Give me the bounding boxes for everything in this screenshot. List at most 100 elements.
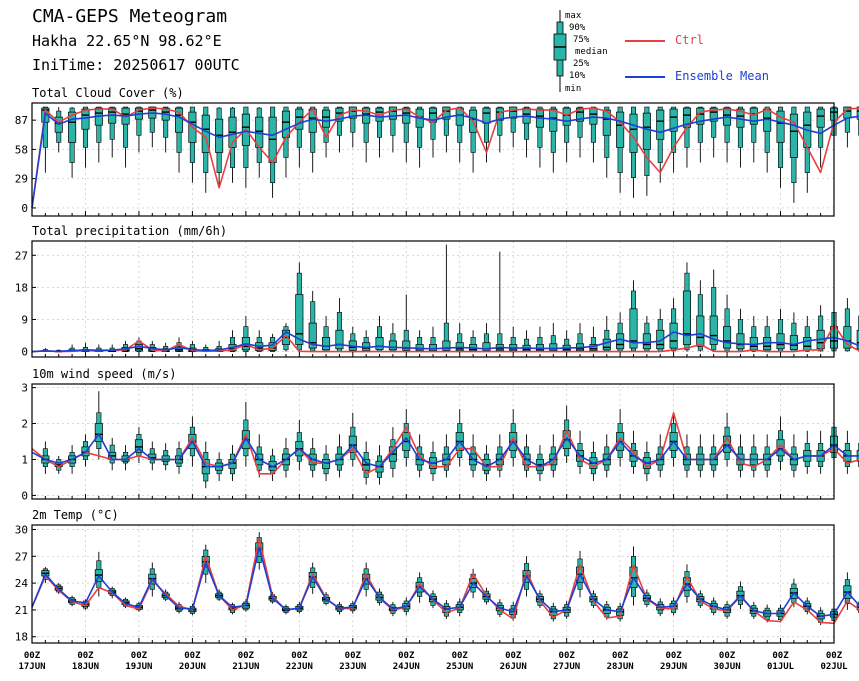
x-tick-label-time: 00Z (559, 651, 576, 661)
y-tick-label: 27 (15, 249, 28, 262)
box-p10-p90 (711, 106, 717, 138)
box-p10-p90 (590, 106, 596, 143)
legend: max 90% 75% median 25% 10% min Ctrl Ense… (545, 8, 845, 94)
box-iqr (642, 112, 651, 150)
box-iqr (669, 108, 678, 132)
box-iqr (68, 111, 77, 143)
x-tick-label-date: 19JUN (125, 662, 152, 672)
legend-median-label: median (575, 47, 608, 57)
x-tick-label-time: 00Z (77, 651, 94, 661)
x-tick-label-time: 00Z (772, 651, 789, 661)
init-time-label: IniTime: 20250617 00UTC (32, 56, 240, 74)
box-iqr (402, 340, 411, 351)
x-tick-label-date: 29JUN (660, 662, 687, 672)
x-tick-label-time: 00Z (505, 651, 522, 661)
panel-title: Total Cloud Cover (%) (32, 86, 184, 100)
y-tick-label: 18 (15, 631, 28, 644)
box-iqr (428, 344, 438, 351)
box-p10-p90 (123, 106, 129, 148)
y-tick-label: 1 (21, 453, 28, 466)
box-p10-p90 (430, 106, 436, 140)
panel-title: Total precipitation (mm/6h) (32, 224, 227, 238)
box-iqr (803, 337, 812, 351)
box-iqr (268, 342, 277, 351)
box-iqr (776, 439, 785, 457)
box-iqr (94, 423, 103, 442)
legend-ctrl-line (625, 40, 665, 42)
box-iqr (388, 340, 397, 351)
box-iqr (308, 322, 317, 349)
y-tick-label: 2 (21, 418, 28, 431)
box-iqr (348, 106, 357, 119)
legend-p10-label: 10% (569, 71, 586, 81)
x-tick-label-date: 30JUN (714, 662, 741, 672)
legend-p25-label: 25% (573, 59, 590, 69)
y-tick-label: 21 (15, 604, 28, 617)
legend-min-label: min (565, 84, 582, 94)
y-tick-label: 87 (15, 114, 28, 127)
y-tick-label: 9 (21, 314, 28, 327)
x-tick-label-date: 01JUL (767, 662, 795, 672)
y-tick-label: 30 (15, 523, 28, 536)
legend-boxplot-icon (553, 10, 567, 92)
ensemble-mean-line (31, 112, 859, 209)
box-iqr (322, 459, 331, 469)
box-iqr (856, 106, 859, 120)
box-iqr (602, 109, 611, 136)
x-tick-label-time: 00Z (24, 651, 41, 661)
box-iqr (562, 107, 571, 126)
legend-p90-label: 90% (569, 23, 586, 33)
box-iqr (322, 109, 331, 128)
x-tick-label-time: 00Z (826, 651, 843, 661)
box-iqr (629, 308, 638, 349)
box-p10-p90 (363, 106, 369, 143)
box-p10-p90 (136, 106, 142, 136)
x-tick-label-date: 22JUN (286, 662, 313, 672)
y-tick-label: 3 (21, 382, 28, 395)
box-p10-p90 (483, 106, 489, 143)
x-tick-label-time: 00Z (184, 651, 201, 661)
box-iqr (682, 290, 691, 345)
box-iqr (335, 329, 344, 350)
ensemble-mean-line (31, 433, 859, 468)
y-tick-label: 0 (21, 346, 28, 359)
y-tick-label: 24 (15, 577, 29, 590)
box-iqr (642, 333, 651, 350)
box-iqr (348, 435, 357, 453)
box-iqr (696, 315, 705, 347)
x-tick-label-date: 20JUN (179, 662, 206, 672)
legend-max-label: max (565, 11, 582, 21)
legend-p75-label: 75% (573, 35, 590, 45)
y-tick-label: 29 (15, 173, 28, 186)
box-p10-p90 (403, 106, 409, 143)
x-tick-label-time: 00Z (665, 651, 682, 661)
box-iqr (723, 326, 732, 349)
box-iqr (482, 107, 491, 124)
box-iqr (134, 439, 143, 453)
box-iqr (669, 322, 678, 349)
box-iqr (589, 107, 598, 125)
box-iqr (134, 344, 143, 352)
x-tick-label-date: 25JUN (446, 662, 473, 672)
x-tick-label-date: 28JUN (607, 662, 634, 672)
y-tick-label: 58 (15, 143, 28, 156)
legend-mean-label: Ensemble Mean (675, 69, 769, 83)
chart-title: CMA-GEPS Meteogram (32, 6, 228, 27)
box-iqr (549, 343, 558, 351)
box-p10-p90 (751, 106, 757, 143)
y-tick-label: 27 (15, 550, 28, 563)
box-iqr (789, 335, 798, 350)
x-tick-label-time: 00Z (452, 651, 469, 661)
x-tick-label-date: 23JUN (339, 662, 366, 672)
box-iqr (749, 107, 758, 125)
legend-mean-line (625, 76, 665, 78)
y-tick-label: 0 (21, 202, 28, 215)
box-p10-p90 (377, 106, 383, 138)
x-tick-label-date: 27JUN (553, 662, 580, 672)
box-iqr (816, 108, 825, 128)
box-iqr (616, 333, 625, 350)
x-tick-label-time: 00Z (291, 651, 308, 661)
x-tick-label-time: 00Z (612, 651, 629, 661)
x-tick-label-date: 21JUN (232, 662, 259, 672)
